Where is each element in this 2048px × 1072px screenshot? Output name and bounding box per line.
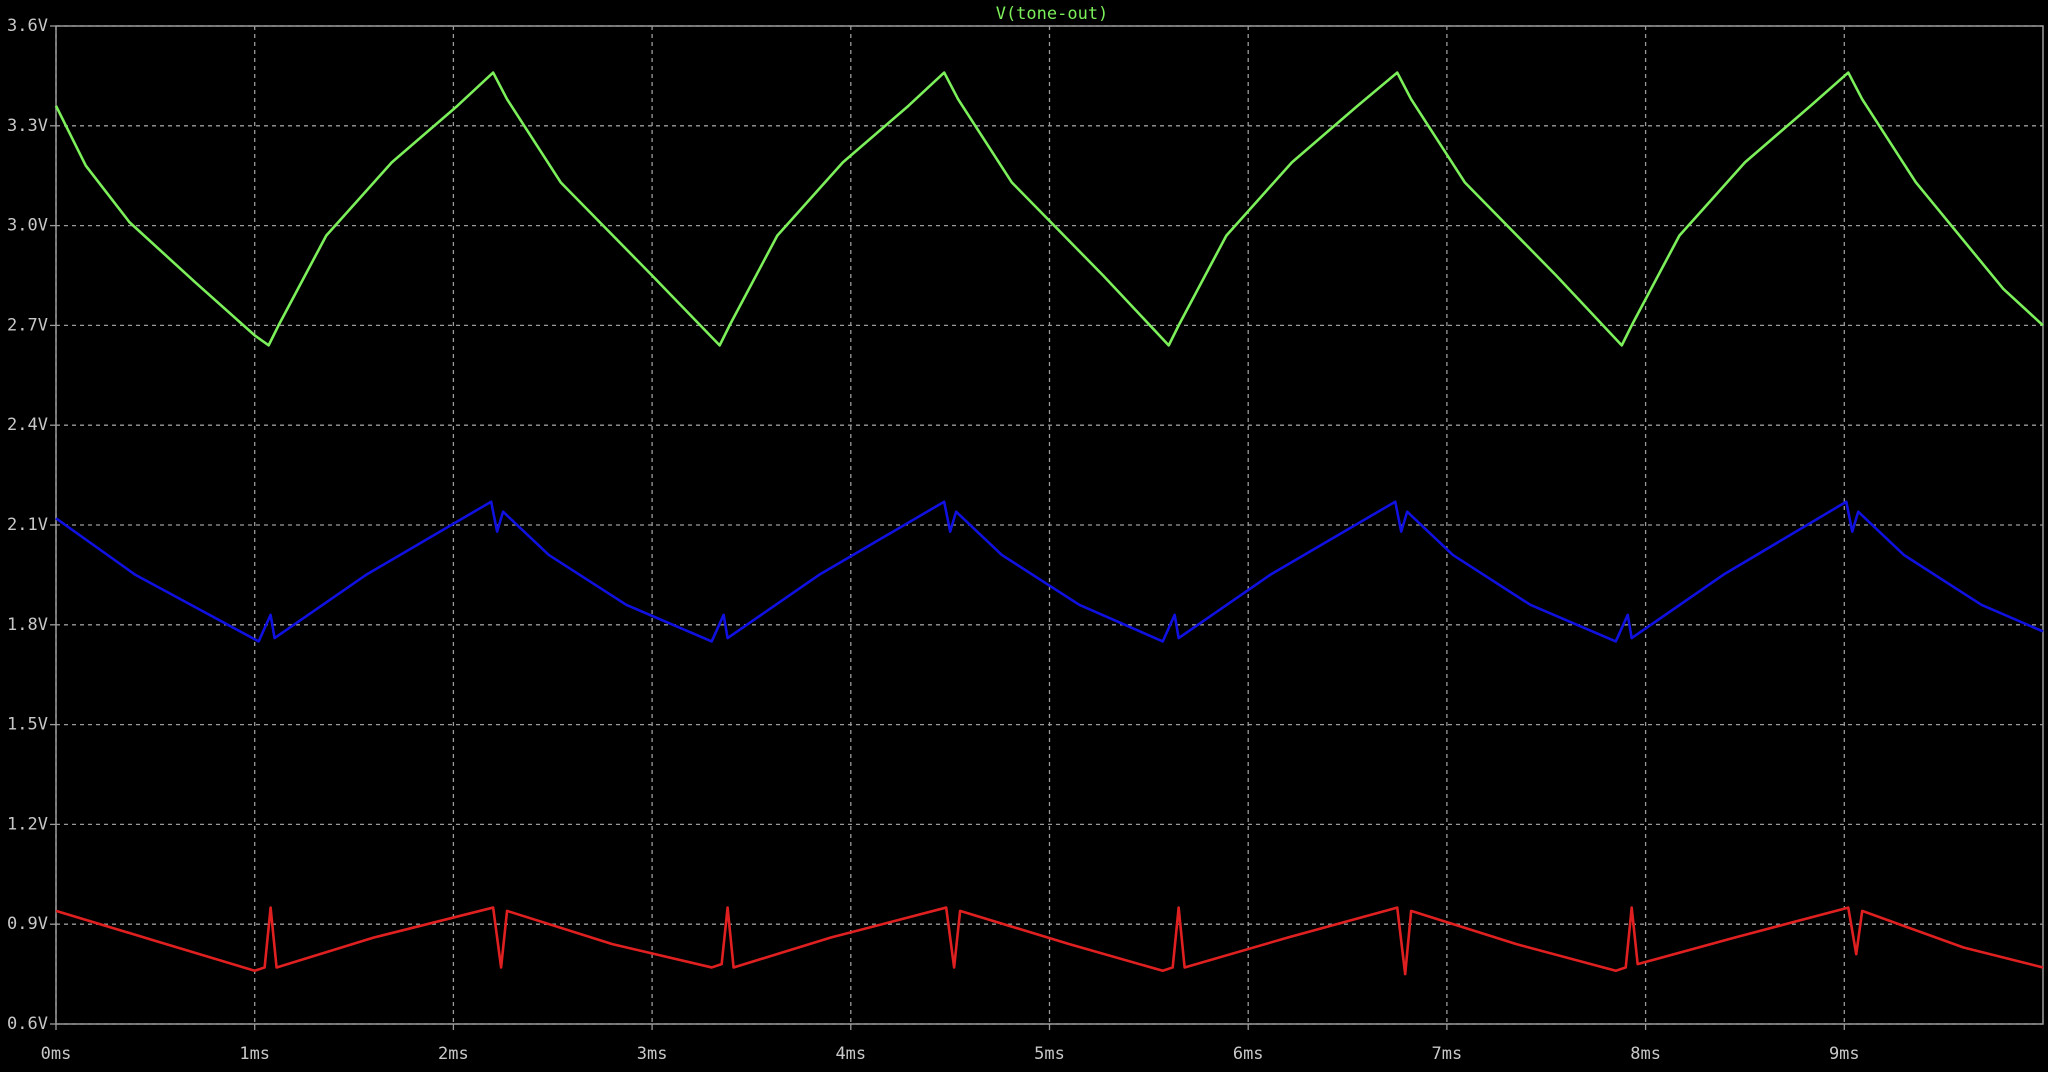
x-tick-label: 6ms (1233, 1044, 1264, 1064)
x-tick-label: 4ms (835, 1044, 866, 1064)
y-tick-label: 0.6V (7, 1014, 48, 1034)
x-tick-label: 0ms (41, 1044, 72, 1064)
y-tick-label: 3.0V (7, 216, 48, 236)
y-tick-label: 2.4V (7, 415, 48, 435)
y-tick-label: 1.5V (7, 715, 48, 735)
y-tick-label: 1.8V (7, 615, 48, 635)
x-tick-label: 7ms (1432, 1044, 1463, 1064)
x-tick-label: 5ms (1034, 1044, 1065, 1064)
y-tick-label: 3.3V (7, 116, 48, 136)
y-tick-label: 0.9V (7, 914, 48, 934)
y-tick-label: 2.7V (7, 315, 48, 335)
trace (55, 906, 2044, 976)
trace (55, 500, 2044, 643)
y-tick-label: 3.6V (7, 16, 48, 36)
x-tick-label: 9ms (1829, 1044, 1860, 1064)
trace (54, 71, 2044, 347)
x-tick-label: 1ms (239, 1044, 270, 1064)
x-tick-label: 3ms (637, 1044, 668, 1064)
x-tick-label: 8ms (1630, 1044, 1661, 1064)
plot-frame (55, 25, 2044, 1025)
y-tick-label: 1.2V (7, 814, 48, 834)
x-tick-label: 2ms (438, 1044, 469, 1064)
trace-label[interactable]: V(tone-out) (996, 4, 1109, 24)
y-tick-label: 2.1V (7, 515, 48, 535)
